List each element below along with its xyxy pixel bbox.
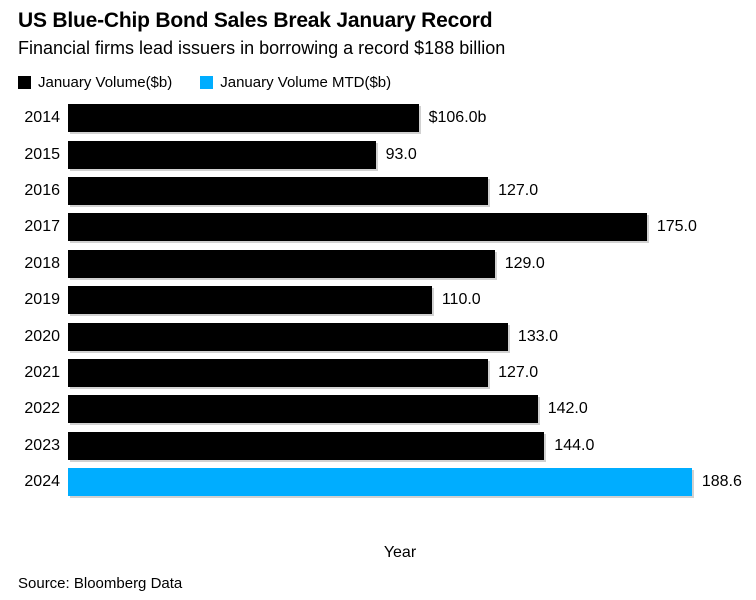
bar-row: 2017 175.0 bbox=[0, 209, 756, 245]
bar bbox=[68, 140, 376, 169]
bar-row: 2015 93.0 bbox=[0, 136, 756, 172]
source-note: Source: Bloomberg Data bbox=[18, 575, 183, 592]
bar-track: 188.6 bbox=[68, 464, 756, 500]
legend: January Volume($b) January Volume MTD($b… bbox=[0, 74, 756, 91]
bar-row: 2023 144.0 bbox=[0, 428, 756, 464]
bar bbox=[68, 431, 545, 460]
value-label: 129.0 bbox=[504, 254, 545, 272]
category-label: 2016 bbox=[24, 181, 60, 199]
value-label: 188.6 bbox=[701, 473, 742, 491]
category-label: 2018 bbox=[24, 254, 60, 272]
bar bbox=[68, 249, 495, 278]
chart-title: US Blue-Chip Bond Sales Break January Re… bbox=[18, 9, 493, 32]
bar-track: $106.0b bbox=[68, 100, 756, 136]
value-label: 142.0 bbox=[547, 400, 588, 418]
bar-track: 127.0 bbox=[68, 173, 756, 209]
value-label: 127.0 bbox=[498, 181, 539, 199]
value-label: 133.0 bbox=[517, 327, 558, 345]
category-label: 2015 bbox=[24, 145, 60, 163]
category-label: 2021 bbox=[24, 363, 60, 381]
chart-subtitle: Financial firms lead issuers in borrowin… bbox=[18, 38, 506, 58]
legend-label: January Volume($b) bbox=[38, 74, 173, 91]
category-label: 2020 bbox=[24, 327, 60, 345]
value-label: $106.0b bbox=[428, 109, 487, 127]
value-label: 110.0 bbox=[441, 291, 481, 309]
legend-label: January Volume MTD($b) bbox=[220, 74, 392, 91]
category-label: 2014 bbox=[24, 109, 60, 127]
value-label: 144.0 bbox=[554, 436, 595, 454]
value-label: 127.0 bbox=[498, 363, 539, 381]
category-label: 2017 bbox=[24, 218, 60, 236]
bar-row: 2022 142.0 bbox=[0, 391, 756, 427]
bar-track: 127.0 bbox=[68, 355, 756, 391]
bar bbox=[68, 104, 419, 133]
bar bbox=[68, 286, 432, 315]
bar-row: 2018 129.0 bbox=[0, 246, 756, 282]
bar-track: 175.0 bbox=[68, 209, 756, 245]
bar-row: 2020 133.0 bbox=[0, 318, 756, 354]
bar-track: 129.0 bbox=[68, 246, 756, 282]
bar bbox=[68, 322, 508, 351]
bar-row: 2016 127.0 bbox=[0, 173, 756, 209]
value-label: 93.0 bbox=[385, 145, 417, 163]
value-label: 175.0 bbox=[656, 218, 697, 236]
legend-swatch-blue-icon bbox=[200, 76, 214, 89]
category-label: 2019 bbox=[24, 291, 60, 309]
bar-row: 2024 188.6 bbox=[0, 464, 756, 500]
bar-row: 2021 127.0 bbox=[0, 355, 756, 391]
bar-track: 110.0 bbox=[68, 282, 756, 318]
bar bbox=[68, 358, 489, 387]
bar-track: 133.0 bbox=[68, 318, 756, 354]
legend-item-january-volume: January Volume($b) bbox=[18, 74, 172, 91]
bar-row: 2014 $106.0b bbox=[0, 100, 756, 136]
x-axis-label: Year bbox=[383, 544, 417, 561]
bar bbox=[68, 213, 647, 242]
legend-swatch-black-icon bbox=[18, 76, 31, 89]
legend-item-january-volume-mtd: January Volume MTD($b) bbox=[200, 74, 391, 91]
category-label: 2022 bbox=[24, 400, 60, 418]
category-label: 2023 bbox=[24, 436, 60, 454]
bar bbox=[68, 468, 692, 497]
bar-track: 144.0 bbox=[68, 428, 756, 464]
bar-row: 2019 110.0 bbox=[0, 282, 756, 318]
category-label: 2024 bbox=[24, 473, 60, 491]
bar-chart: 2014 $106.0b 2015 93.0 2016 127.0 2017 175.0 201… bbox=[0, 100, 756, 500]
bar-track: 142.0 bbox=[68, 391, 756, 427]
bar-track: 93.0 bbox=[68, 136, 756, 172]
bar bbox=[68, 176, 489, 205]
bar bbox=[68, 395, 538, 424]
